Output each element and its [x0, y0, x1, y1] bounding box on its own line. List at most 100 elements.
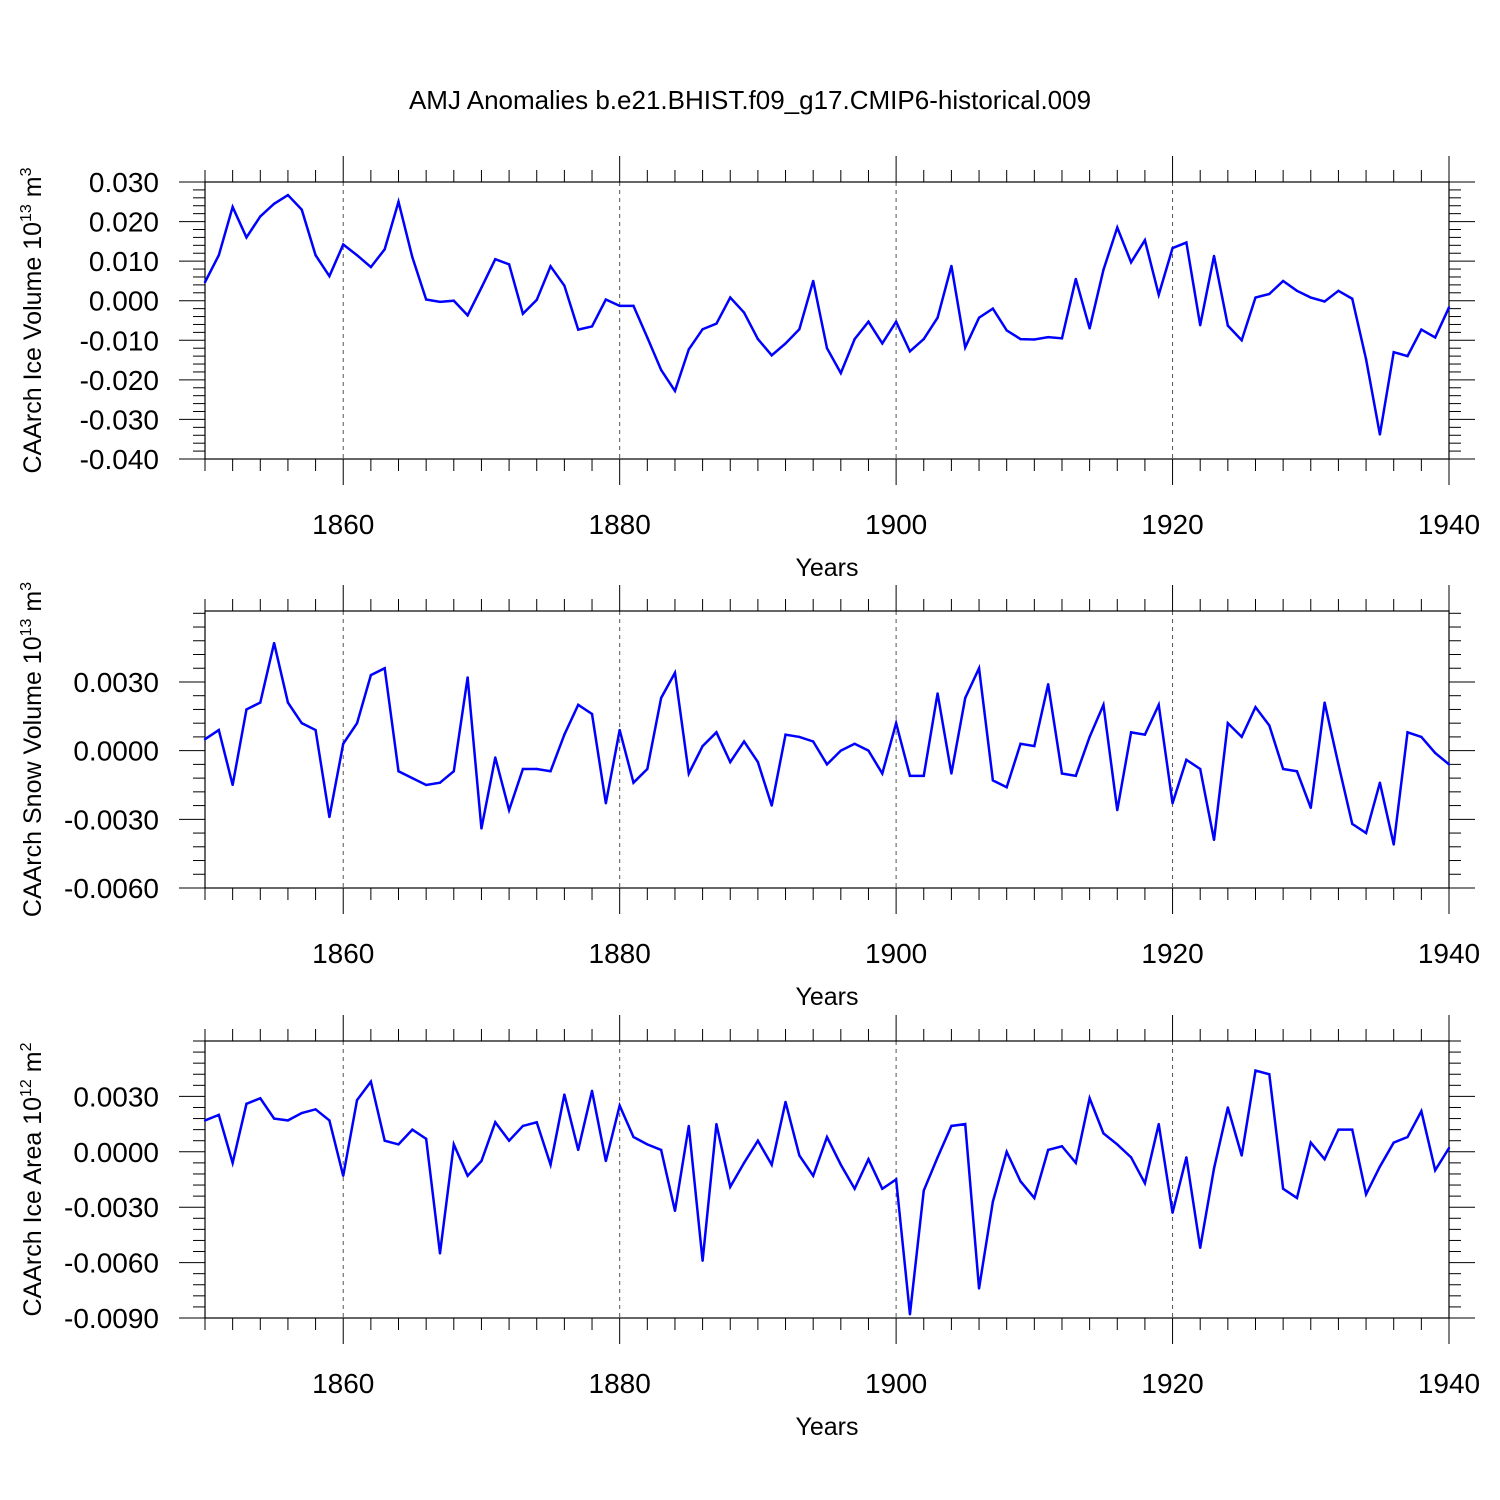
data-point	[342, 742, 345, 745]
y-tick-label: 0.030	[89, 167, 159, 198]
data-point	[1295, 770, 1299, 773]
data-point	[369, 1080, 373, 1083]
data-point	[231, 1161, 234, 1165]
data-point	[1406, 1135, 1409, 1139]
data-point	[328, 274, 331, 278]
data-point	[659, 368, 663, 372]
data-point	[1212, 1167, 1216, 1170]
series-line	[203, 193, 1451, 435]
y-tick-label: -0.030	[80, 404, 159, 435]
data-point	[1447, 306, 1451, 309]
data-point	[1351, 297, 1354, 300]
data-point	[1268, 292, 1271, 296]
data-point	[424, 298, 428, 301]
data-point	[715, 731, 718, 734]
data-point	[908, 350, 912, 353]
y-tick-label: -0.0060	[64, 873, 159, 904]
data-point	[245, 236, 248, 239]
data-point	[494, 257, 497, 261]
data-point	[756, 1139, 760, 1142]
data-point	[521, 1124, 525, 1128]
data-point	[1323, 1157, 1326, 1161]
data-point	[867, 749, 870, 752]
data-point	[798, 328, 801, 331]
data-point	[1392, 1141, 1395, 1144]
data-point	[438, 781, 442, 784]
data-point	[1281, 279, 1285, 283]
y-tick-label: -0.0030	[64, 1192, 159, 1223]
data-point	[1185, 758, 1188, 762]
data-point	[1116, 808, 1119, 812]
data-point	[563, 1093, 566, 1096]
data-point	[1199, 324, 1202, 327]
data-point	[1074, 277, 1078, 281]
data-point	[1420, 735, 1423, 739]
data-point	[839, 1163, 843, 1166]
data-point	[521, 312, 525, 315]
data-point	[867, 1157, 870, 1161]
data-point	[1129, 731, 1133, 734]
data-point	[618, 304, 621, 308]
data-point	[535, 298, 538, 302]
data-point	[577, 328, 580, 331]
data-point	[1254, 296, 1257, 299]
data-point	[991, 307, 995, 310]
data-point	[355, 254, 359, 257]
data-point	[1420, 1109, 1423, 1113]
data-point	[1033, 744, 1036, 748]
data-point	[217, 1113, 221, 1117]
y-axis-label: CAArch Ice Volume 1013 m3	[18, 167, 47, 473]
data-point	[950, 772, 953, 775]
data-point	[1157, 293, 1160, 296]
data-point	[1226, 324, 1230, 327]
data-point	[811, 279, 815, 283]
y-tick-label: -0.0090	[64, 1303, 159, 1334]
data-point	[466, 1174, 469, 1178]
data-point	[1019, 337, 1022, 341]
data-point	[687, 1124, 690, 1128]
data-point	[452, 299, 455, 302]
data-point	[300, 1111, 303, 1115]
y-axis-label-text: m	[19, 176, 47, 204]
data-point	[1074, 774, 1078, 778]
data-point	[1046, 683, 1050, 686]
data-point	[1378, 433, 1382, 436]
data-point	[1033, 1196, 1036, 1200]
x-tick-label: 1900	[865, 1368, 927, 1399]
data-point	[1433, 751, 1437, 755]
data-point	[964, 696, 967, 700]
data-point	[646, 336, 649, 339]
data-point	[770, 1163, 773, 1166]
data-point	[1171, 802, 1174, 805]
data-point	[1378, 1165, 1382, 1168]
data-point	[535, 767, 538, 771]
data-point	[811, 1174, 815, 1178]
data-point	[839, 371, 843, 375]
plot-frame	[204, 610, 1450, 889]
data-point	[217, 254, 221, 257]
data-point	[715, 322, 718, 325]
x-axis-label: Years	[795, 983, 858, 1011]
data-point	[1406, 731, 1409, 734]
data-point	[1364, 831, 1368, 835]
data-point	[1378, 781, 1382, 784]
data-point	[217, 728, 221, 732]
data-point	[701, 744, 704, 748]
data-point	[452, 1143, 455, 1146]
data-point	[1392, 350, 1395, 354]
data-point	[1212, 838, 1216, 842]
data-point	[452, 770, 455, 773]
panel-3: 0.0030 0.0000 -0.0030 -0.0060 -0.0090 1860 188…	[18, 1015, 1480, 1441]
data-point	[1240, 735, 1243, 739]
x-tick-label: 1920	[1141, 938, 1203, 969]
data-point	[977, 316, 981, 319]
data-point	[1406, 354, 1409, 358]
data-point	[1309, 1141, 1312, 1144]
y-tick-label: -0.010	[80, 325, 159, 356]
data-point	[314, 728, 317, 732]
data-point	[549, 770, 552, 773]
data-point	[383, 248, 386, 251]
data-point	[1323, 300, 1326, 303]
data-point	[1005, 1150, 1008, 1154]
